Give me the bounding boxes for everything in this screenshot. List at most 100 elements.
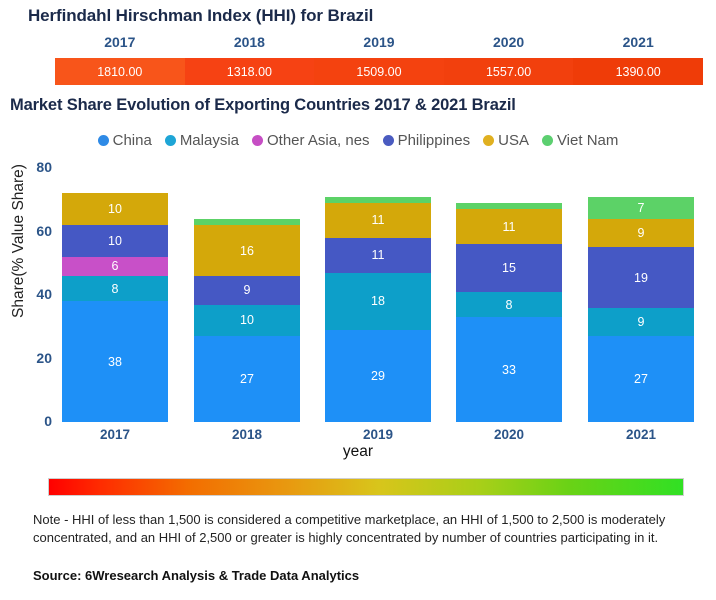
chart-legend: China Malaysia Other Asia, nes Philippines U… bbox=[0, 132, 716, 149]
hhi-year-2020: 2020 bbox=[493, 34, 525, 50]
bar-value-label: 27 bbox=[634, 372, 648, 387]
bar-segment-2020-china[interactable]: 33 bbox=[456, 317, 562, 422]
legend-swatch-icon bbox=[483, 135, 495, 146]
hhi-value-2019: 1509.00 bbox=[314, 58, 444, 85]
bar-segment-2017-china[interactable]: 38 bbox=[62, 301, 168, 422]
x-tick-2021: 2021 bbox=[625, 427, 657, 442]
hhi-title: Herfindahl Hirschman Index (HHI) for Bra… bbox=[28, 6, 374, 25]
bar-segment-2019-viet-nam[interactable] bbox=[325, 196, 431, 203]
bar-segment-2017-philippines[interactable]: 10 bbox=[62, 225, 168, 257]
legend-label: Other Asia, nes bbox=[267, 132, 370, 149]
x-tick-2018: 2018 bbox=[231, 427, 263, 442]
hhi-year-2021: 2021 bbox=[622, 34, 654, 50]
bar-value-label: 18 bbox=[371, 294, 385, 309]
bar-segment-2018-malaysia[interactable]: 10 bbox=[194, 304, 300, 337]
bar-value-label: 8 bbox=[505, 297, 513, 312]
bar-2017[interactable]: 38 8 6 10 10 bbox=[62, 168, 168, 422]
bar-segment-2017-other-asia-nes[interactable]: 6 bbox=[62, 256, 168, 276]
bar-value-label: 29 bbox=[371, 368, 385, 383]
bar-segment-2020-usa[interactable]: 11 bbox=[456, 209, 562, 245]
x-tick-2020: 2020 bbox=[493, 427, 525, 442]
bar-value-label: 8 bbox=[111, 281, 119, 296]
legend-label: Philippines bbox=[397, 132, 471, 149]
legend-label: Viet Nam bbox=[556, 132, 619, 149]
bar-segment-2018-usa[interactable]: 16 bbox=[194, 225, 300, 276]
bar-segment-2020-viet-nam[interactable] bbox=[456, 202, 562, 210]
bar-segment-2019-philippines[interactable]: 11 bbox=[325, 237, 431, 273]
bar-value-label: 11 bbox=[371, 213, 385, 228]
bar-2019[interactable]: 29 18 11 11 bbox=[325, 168, 431, 422]
bar-segment-2018-philippines[interactable]: 9 bbox=[194, 275, 300, 305]
y-tick-20: 20 bbox=[36, 349, 52, 366]
bar-segment-2020-malaysia[interactable]: 8 bbox=[456, 291, 562, 318]
legend-swatch-icon bbox=[382, 135, 394, 146]
bar-value-label: 9 bbox=[637, 314, 645, 329]
bar-segment-2021-malaysia[interactable]: 9 bbox=[588, 307, 694, 337]
hhi-value-2017: 1810.00 bbox=[55, 58, 185, 85]
y-axis-label: Share(% Value Share) bbox=[10, 164, 27, 318]
y-tick-80: 80 bbox=[36, 159, 52, 175]
x-tick-2019: 2019 bbox=[362, 427, 394, 442]
bar-segment-2021-usa[interactable]: 9 bbox=[588, 218, 694, 248]
bar-segment-2019-malaysia[interactable]: 18 bbox=[325, 272, 431, 330]
chart-title: Market Share Evolution of Exporting Coun… bbox=[10, 96, 516, 114]
hhi-year-2017: 2017 bbox=[104, 34, 136, 50]
bar-segment-2021-china[interactable]: 27 bbox=[588, 336, 694, 422]
bar-2021[interactable]: 27 9 19 9 7 bbox=[588, 168, 694, 422]
footer-note: Note - HHI of less than 1,500 is conside… bbox=[33, 512, 666, 546]
bar-2018[interactable]: 27 10 9 16 bbox=[194, 168, 300, 422]
y-tick-0: 0 bbox=[44, 413, 52, 429]
legend-item-philippines[interactable]: Philippines bbox=[382, 132, 471, 149]
bar-2020[interactable]: 33 8 15 11 bbox=[456, 168, 562, 422]
legend-swatch-icon bbox=[164, 135, 176, 146]
bar-value-label: 11 bbox=[502, 219, 516, 234]
legend-label: USA bbox=[498, 132, 529, 149]
legend-item-china[interactable]: China bbox=[97, 132, 152, 149]
bar-value-label: 27 bbox=[240, 372, 254, 387]
legend-item-viet-nam[interactable]: Viet Nam bbox=[541, 132, 619, 149]
bar-value-label: 38 bbox=[108, 354, 122, 369]
bar-value-label: 7 bbox=[637, 200, 645, 215]
legend-swatch-icon bbox=[97, 135, 109, 146]
legend-swatch-icon bbox=[252, 135, 263, 146]
bar-segment-2020-philippines[interactable]: 15 bbox=[456, 244, 562, 292]
hhi-value-bar: 1810.00 1318.00 1509.00 1557.00 1390.00 bbox=[55, 58, 703, 85]
hhi-year-2019: 2019 bbox=[363, 34, 395, 50]
y-tick-60: 60 bbox=[36, 222, 52, 239]
legend-item-usa[interactable]: USA bbox=[483, 132, 529, 149]
hhi-value-2018: 1318.00 bbox=[184, 58, 315, 85]
bar-value-label: 10 bbox=[108, 234, 122, 249]
footer-source: Source: 6Wresearch Analysis & Trade Data… bbox=[33, 568, 360, 583]
x-axis-label: year bbox=[342, 443, 374, 460]
bar-segment-2021-philippines[interactable]: 19 bbox=[588, 247, 694, 308]
bar-value-label: 10 bbox=[240, 313, 254, 328]
bar-value-label: 10 bbox=[108, 202, 122, 217]
hhi-year-header: 2017 2018 2019 2020 2021 bbox=[55, 34, 703, 54]
bar-segment-2019-usa[interactable]: 11 bbox=[325, 202, 431, 238]
bar-value-label: 19 bbox=[634, 270, 648, 285]
bar-value-label: 33 bbox=[502, 362, 516, 377]
bar-segment-2017-malaysia[interactable]: 8 bbox=[62, 275, 168, 302]
bar-value-label: 9 bbox=[637, 226, 645, 241]
bar-segment-2019-china[interactable]: 29 bbox=[325, 329, 431, 422]
bar-value-label: 9 bbox=[243, 283, 251, 298]
bar-value-label: 15 bbox=[502, 261, 516, 275]
hhi-value-2021: 1390.00 bbox=[573, 58, 703, 85]
legend-label: China bbox=[112, 132, 152, 149]
legend-label: Malaysia bbox=[179, 132, 239, 149]
color-scale-strip bbox=[48, 478, 684, 496]
bar-segment-2018-china[interactable]: 27 bbox=[194, 336, 300, 422]
bar-value-label: 16 bbox=[240, 243, 254, 258]
bar-value-label: 6 bbox=[111, 259, 119, 274]
bar-value-label: 11 bbox=[371, 248, 385, 263]
y-tick-40: 40 bbox=[36, 286, 52, 302]
bar-segment-2021-viet-nam[interactable]: 7 bbox=[588, 196, 694, 219]
bar-segment-2018-viet-nam[interactable] bbox=[194, 218, 300, 226]
bar-segment-2017-usa[interactable]: 10 bbox=[62, 193, 168, 226]
x-tick-2017: 2017 bbox=[99, 427, 131, 442]
legend-item-other-asia-nes[interactable]: Other Asia, nes bbox=[252, 132, 370, 149]
legend-item-malaysia[interactable]: Malaysia bbox=[164, 132, 239, 149]
hhi-year-2018: 2018 bbox=[233, 34, 265, 50]
